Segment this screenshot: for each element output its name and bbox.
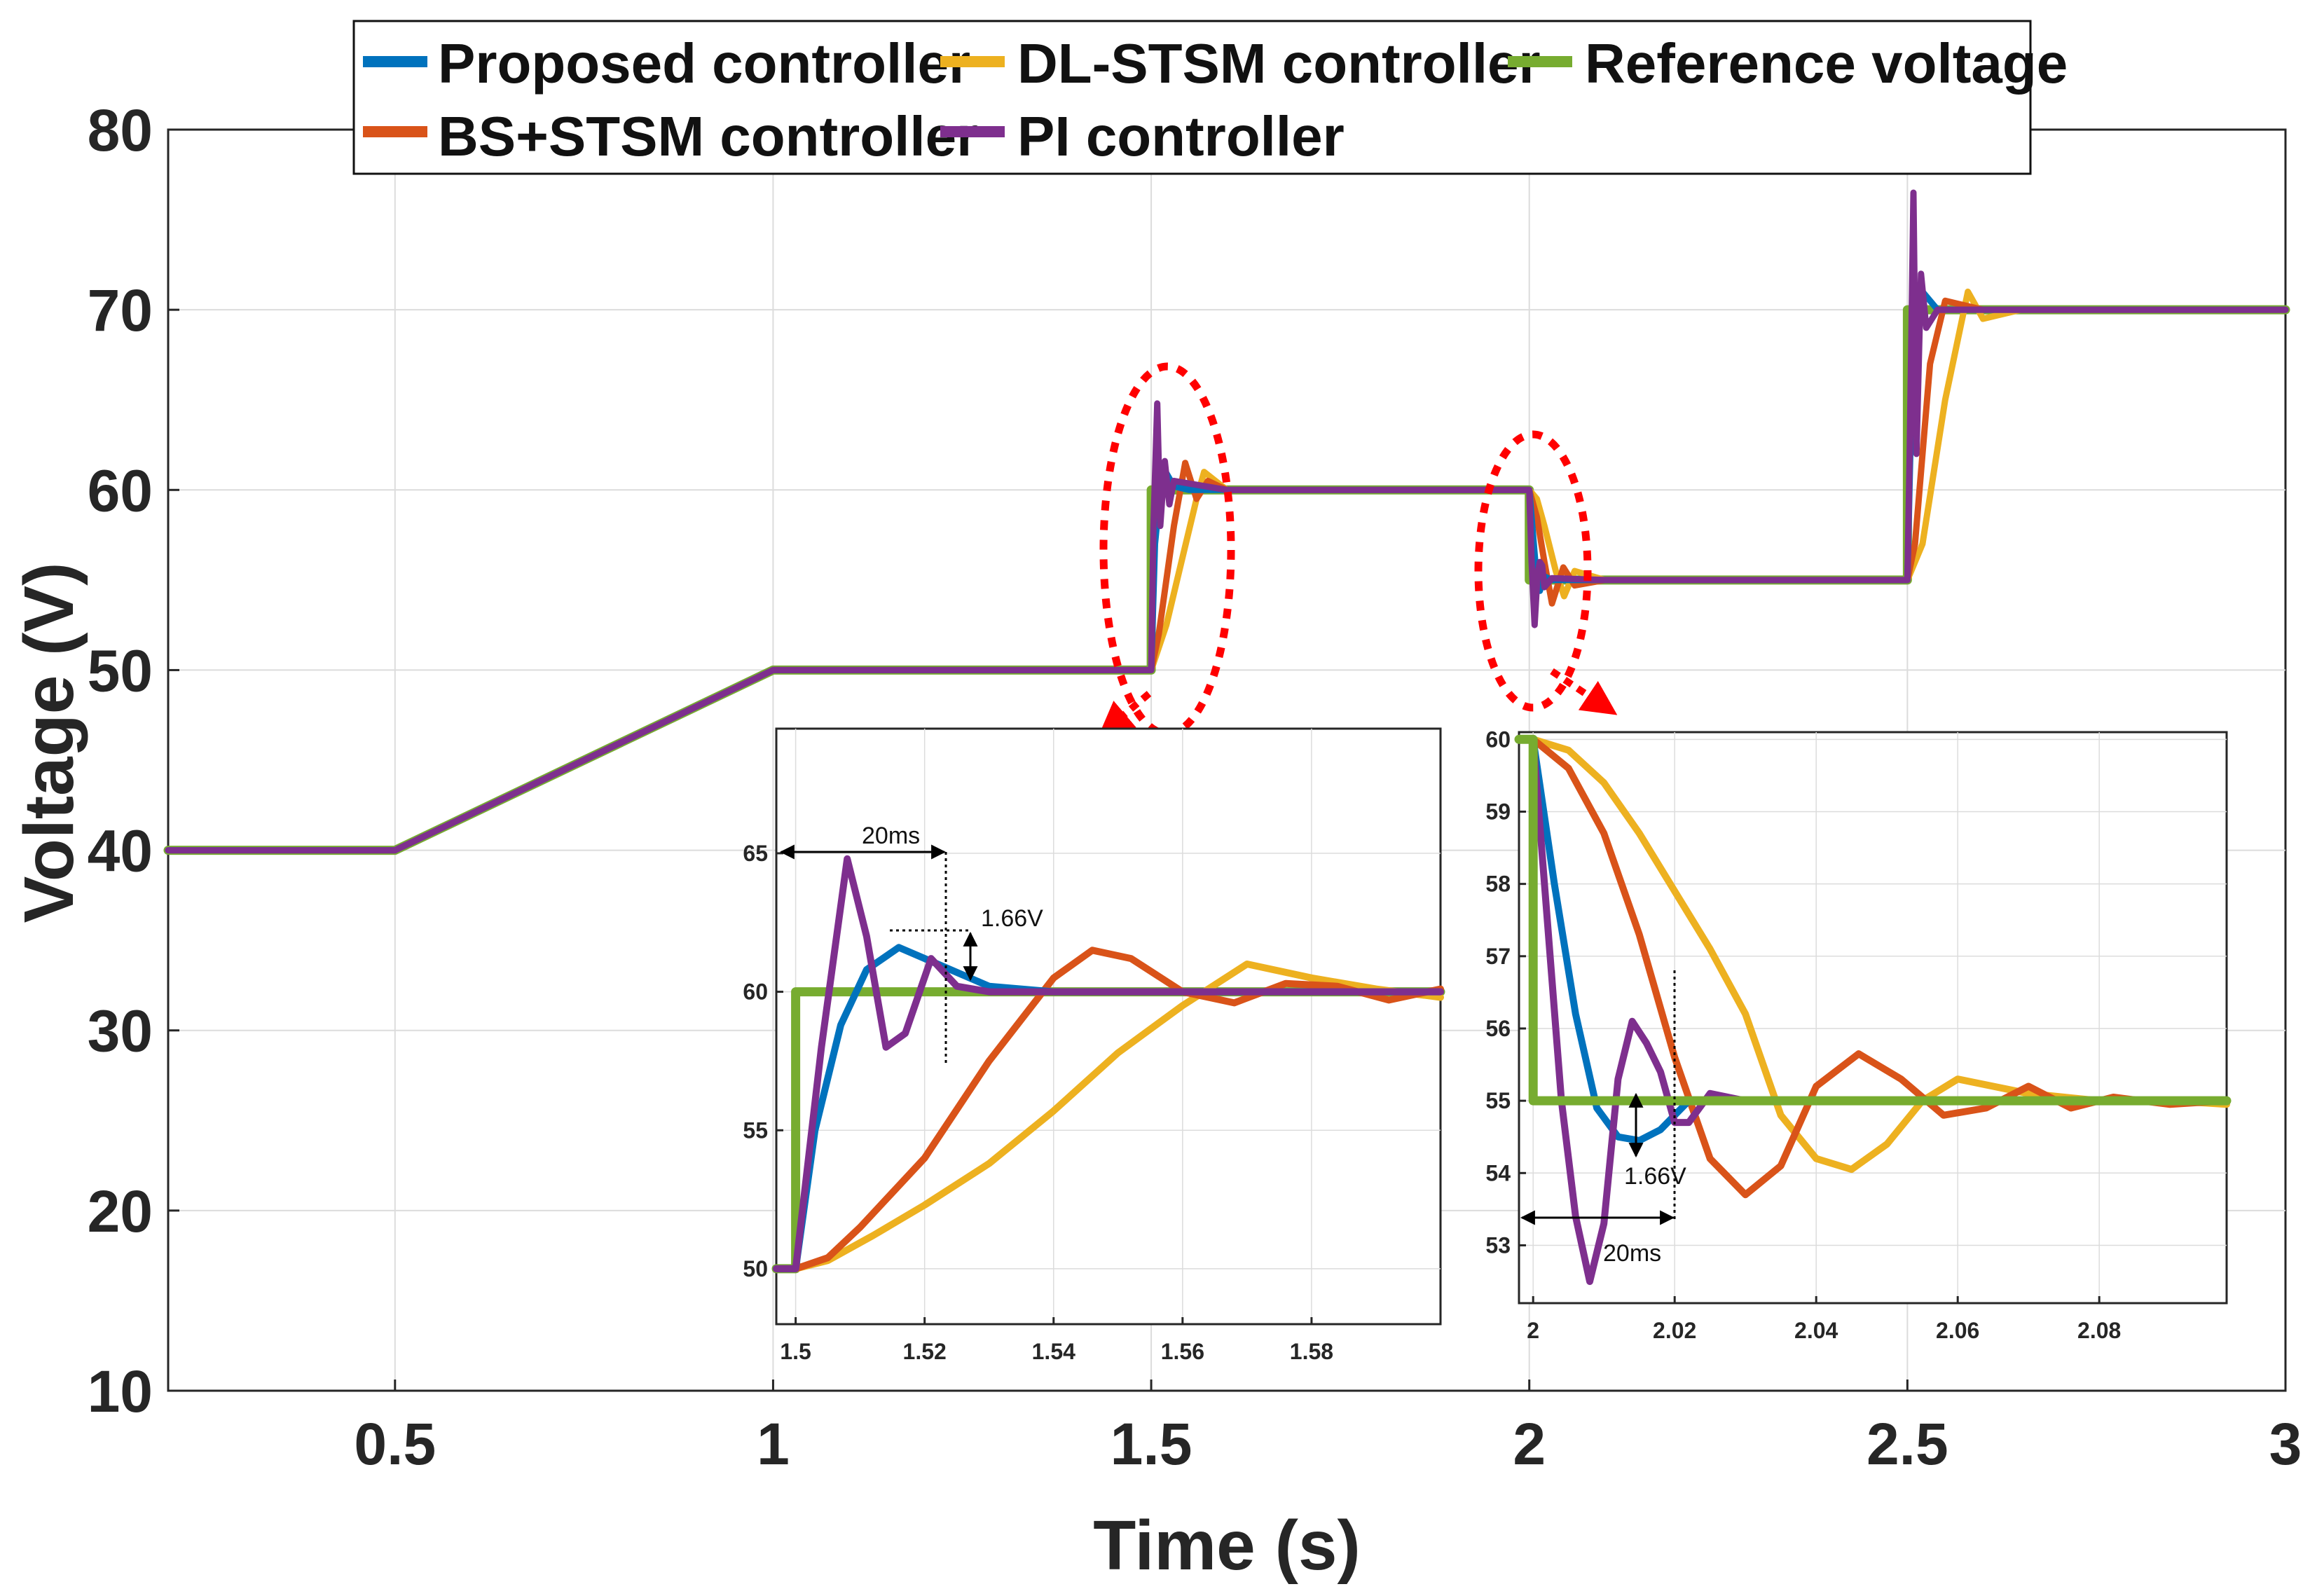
inset-drop-ytick-label: 60	[1485, 727, 1511, 752]
inset-drop-ytick-label: 56	[1485, 1016, 1511, 1041]
inset-drop-ytick-label: 57	[1485, 944, 1511, 969]
inset-drop-chart: 53 54 55 56 57 58 59 60 2 2.02 2.04 2.06 2.08 20ms …	[1485, 727, 2232, 1343]
legend-entry-pi: PI controller	[940, 105, 1345, 167]
main-ytick-label: 60	[88, 458, 153, 523]
main-y-tick-labels: 10 20 30 40 50 60 70 80	[88, 97, 153, 1424]
pointer-arrow-rise	[1098, 691, 1152, 737]
main-series-dl-stsm-controller	[165, 288, 2289, 854]
main-xtick-label: 2	[1513, 1411, 1546, 1477]
inset-rise-chart: 50 55 60 65 1.5 1.52 1.54 1.56 1.58 20ms 1.66V	[743, 727, 1445, 1364]
inset-drop-ytick-label: 53	[1485, 1232, 1511, 1258]
main-ytick-label: 50	[88, 638, 153, 703]
legend-label-dl-stsm: DL-STSM controller	[1017, 32, 1541, 95]
inset-rise-series-lines	[771, 855, 1445, 1274]
inset-rise-ytick-label: 60	[743, 979, 768, 1005]
inset-drop-xtick-label: 2.08	[2077, 1318, 2121, 1343]
legend-entry-dl-stsm: DL-STSM controller	[940, 32, 1541, 95]
main-ytick-label: 10	[88, 1358, 153, 1424]
main-ytick-label: 30	[88, 998, 153, 1064]
inset-drop-ytick-label: 58	[1485, 872, 1511, 897]
highlight-ellipse-drop	[1474, 430, 1592, 712]
inset-rise-xtick-label: 1.5	[780, 1339, 811, 1364]
inset-rise-ytick-label: 50	[743, 1256, 768, 1281]
legend: Proposed controller DL-STSM controller R…	[352, 20, 2068, 175]
y-axis-title: Voltage (V)	[10, 563, 88, 923]
inset-rise-xtick-label: 1.52	[903, 1339, 947, 1364]
main-xtick-label: 2.5	[1867, 1411, 1948, 1477]
overshoot-label: 1.66V	[981, 905, 1043, 932]
inset-rise-xtick-label: 1.58	[1290, 1339, 1333, 1364]
main-ytick-label: 80	[88, 97, 153, 163]
main-xtick-label: 0.5	[354, 1411, 436, 1477]
legend-label-bs-stsm: BS+STSM controller	[438, 105, 978, 167]
inset-drop-series-reference-voltage	[1514, 734, 2232, 1106]
main-ytick-label: 20	[88, 1178, 153, 1244]
inset-drop-series-lines	[1514, 734, 2232, 1286]
settling-time-label: 20ms	[1603, 1240, 1661, 1267]
inset-drop-ytick-label: 55	[1485, 1088, 1511, 1113]
main-series-bs-stsm-controller	[165, 297, 2289, 854]
settling-time-label: 20ms	[862, 823, 920, 849]
inset-rise-series-pi-controller	[773, 855, 1444, 1272]
main-series-pi-controller	[165, 189, 2289, 854]
main-series-lines	[163, 189, 2290, 855]
inset-drop-annotations: 20ms 1.66V	[1520, 970, 1686, 1267]
inset-drop-xtick-label: 2.02	[1653, 1318, 1696, 1343]
inset-drop-xtick-label: 2.06	[1936, 1318, 1979, 1343]
inset-drop-y-tick-labels: 53 54 55 56 57 58 59 60	[1485, 727, 1511, 1258]
pointer-arrow-drop	[1550, 668, 1618, 715]
inset-drop-series-pi-controller	[1515, 736, 2230, 1286]
inset-drop-xtick-label: 2.04	[1794, 1318, 1838, 1343]
inset-rise-y-tick-labels: 50 55 60 65	[743, 841, 768, 1281]
inset-drop-ytick-label: 59	[1485, 799, 1511, 824]
legend-box	[352, 20, 2032, 175]
undershoot-label: 1.66V	[1624, 1163, 1686, 1190]
inset-drop-xtick-label: 2	[1527, 1318, 1539, 1343]
main-xtick-label: 3	[2269, 1411, 2302, 1477]
main-x-tick-labels: 0.5 1 1.5 2 2.5 3	[354, 1411, 2302, 1477]
inset-rise-annotations: 20ms 1.66V	[779, 823, 1043, 1064]
inset-rise-xtick-label: 1.54	[1032, 1339, 1075, 1364]
inset-rise-ytick-label: 65	[743, 841, 768, 866]
legend-entry-bs-stsm: BS+STSM controller	[363, 105, 978, 167]
legend-label-reference: Reference voltage	[1585, 32, 2068, 95]
inset-rise-series-bs-stsm-controller	[773, 947, 1444, 1272]
legend-entry-reference: Reference voltage	[1508, 32, 2068, 95]
inset-rise-ytick-label: 55	[743, 1117, 768, 1143]
main-xtick-label: 1	[757, 1411, 790, 1477]
legend-label-proposed: Proposed controller	[438, 32, 970, 95]
legend-label-pi: PI controller	[1017, 105, 1345, 167]
legend-entry-proposed: Proposed controller	[363, 32, 970, 95]
inset-drop-x-tick-labels: 2 2.02 2.04 2.06 2.08	[1527, 1318, 2121, 1343]
main-ytick-label: 40	[88, 818, 153, 884]
inset-rise-xtick-label: 1.56	[1161, 1339, 1204, 1364]
inset-drop-ytick-label: 54	[1485, 1160, 1511, 1185]
main-xtick-label: 1.5	[1111, 1411, 1192, 1477]
inset-drop-series-bs-stsm-controller	[1515, 736, 2230, 1199]
inset-rise-x-tick-labels: 1.5 1.52 1.54 1.56 1.58	[780, 1339, 1333, 1364]
x-axis-title: Time (s)	[1093, 1506, 1361, 1585]
main-ytick-label: 70	[88, 277, 153, 343]
